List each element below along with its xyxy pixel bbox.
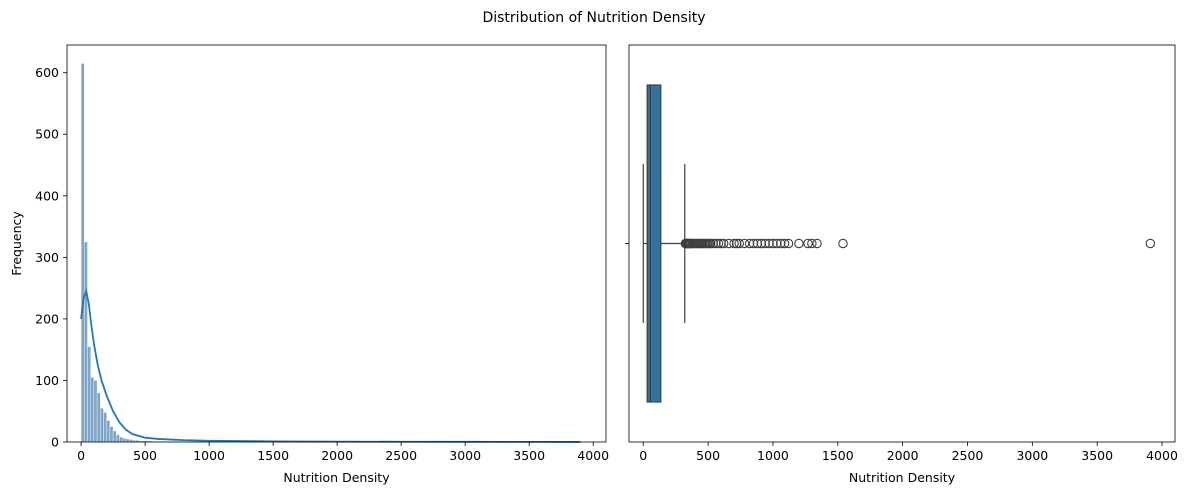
boxplot-axes-frame <box>628 44 1176 443</box>
histogram-y-ticks: 0 100 200 300 400 500 600 <box>35 65 67 450</box>
boxplot-outlier-point <box>716 238 726 249</box>
boxplot-outlier-point <box>744 238 755 249</box>
boxplot-outlier-point <box>724 238 734 249</box>
boxplot-panel: 0 500 1000 1500 2000 2500 3000 3500 4000 Nutriti… <box>625 44 1178 485</box>
figure-title: Distribution of Nutrition Density <box>482 10 705 26</box>
histogram-y-tick-label: 100 <box>35 373 59 388</box>
boxplot-x-tick-label: 4000 <box>1146 448 1178 463</box>
histogram-bar <box>119 436 123 443</box>
histogram-x-tick-label: 3000 <box>449 448 481 463</box>
histogram-x-ticks: 0 500 1000 1500 2000 2500 3000 3500 4000 <box>77 442 609 463</box>
boxplot-outlier-point <box>711 238 721 249</box>
boxplot-outlier-point <box>752 238 763 249</box>
histogram-bar <box>96 392 101 443</box>
boxplot-outlier-point <box>764 238 774 249</box>
boxplot-outlier-point <box>708 238 719 249</box>
boxplot-x-tick-label: 1500 <box>822 448 854 463</box>
boxplot-x-tick-label: 500 <box>696 448 720 463</box>
histogram-bar <box>103 412 107 443</box>
kde-curve <box>80 288 581 443</box>
boxplot-x-axis-label: Nutrition Density <box>849 470 956 485</box>
boxplot-outlier-point <box>729 238 739 249</box>
histogram-x-tick-label: 0 <box>77 448 85 463</box>
histogram-x-tick-label: 1500 <box>257 448 289 463</box>
histogram-bar <box>80 63 85 443</box>
histogram-y-tick-label: 0 <box>51 435 59 450</box>
histogram-x-axis-label: Nutrition Density <box>283 470 390 485</box>
boxplot-outlier-point <box>705 238 716 249</box>
boxplot-outlier-point <box>748 238 759 249</box>
boxplot-outlier-point <box>794 238 804 249</box>
boxplot-outlier-point <box>783 238 794 249</box>
boxplot-outlier-point <box>779 238 790 249</box>
histogram-x-tick-label: 3500 <box>513 448 545 463</box>
boxplot-outlier-point <box>775 238 786 249</box>
boxplot-x-tick-label: 3500 <box>1081 448 1113 463</box>
histogram-axes-frame <box>66 44 607 443</box>
histogram-bar <box>93 380 98 443</box>
boxplot-x-ticks: 0 500 1000 1500 2000 2500 3000 3500 4000 <box>639 442 1178 463</box>
histogram-x-tick-label: 2500 <box>385 448 417 463</box>
boxplot-x-tick-label: 2000 <box>887 448 919 463</box>
boxplot-outlier-point <box>734 238 744 249</box>
histogram-bars <box>80 63 213 443</box>
histogram-y-tick-label: 400 <box>35 188 59 203</box>
boxplot-outlier-point <box>812 238 822 249</box>
histogram-bar <box>112 430 117 443</box>
boxplot-outlier-point <box>713 238 724 249</box>
boxplot-outlier-point <box>807 238 817 249</box>
boxplot-outlier-point <box>803 238 813 249</box>
boxplot-outlier-point <box>718 238 729 249</box>
boxplot-outlier-point <box>768 238 778 249</box>
histogram-x-tick-label: 500 <box>133 448 157 463</box>
histogram-bar <box>125 438 130 443</box>
histogram-bar <box>90 377 95 443</box>
boxplot-outlier-point <box>760 238 770 249</box>
histogram-bar <box>87 346 91 443</box>
boxplot-x-tick-label: 3000 <box>1016 448 1048 463</box>
boxplot-outliers <box>680 238 1156 249</box>
histogram-panel: 0 500 1000 1500 2000 2500 3000 3500 4000 0 100 200… <box>9 44 609 485</box>
boxplot-outlier-point <box>756 238 767 249</box>
histogram-y-tick-label: 200 <box>35 311 59 326</box>
boxplot-outlier-point <box>772 238 782 249</box>
histogram-bar <box>109 426 114 443</box>
histogram-bar <box>122 438 127 443</box>
histogram-y-tick-label: 300 <box>35 250 59 265</box>
histogram-y-axis-label: Frequency <box>9 211 24 276</box>
histogram-x-tick-label: 1000 <box>193 448 225 463</box>
histogram-y-tick-label: 500 <box>35 127 59 142</box>
boxplot-outlier-point <box>731 238 742 249</box>
histogram-bar <box>106 420 111 443</box>
histogram-x-tick-label: 4000 <box>577 448 609 463</box>
histogram-bar <box>116 434 120 443</box>
histogram-bar <box>100 407 104 443</box>
histogram-y-tick-label: 600 <box>35 65 59 80</box>
histogram-x-tick-label: 2000 <box>321 448 353 463</box>
boxplot-x-tick-label: 0 <box>639 448 647 463</box>
boxplot-outlier-point <box>838 238 848 249</box>
boxplot-outlier-point <box>739 238 750 249</box>
boxplot-x-tick-label: 2500 <box>952 448 984 463</box>
boxplot-x-tick-label: 1000 <box>757 448 789 463</box>
boxplot-box <box>646 84 662 403</box>
histogram-bar <box>84 241 88 443</box>
boxplot-outlier-point <box>1145 238 1156 249</box>
